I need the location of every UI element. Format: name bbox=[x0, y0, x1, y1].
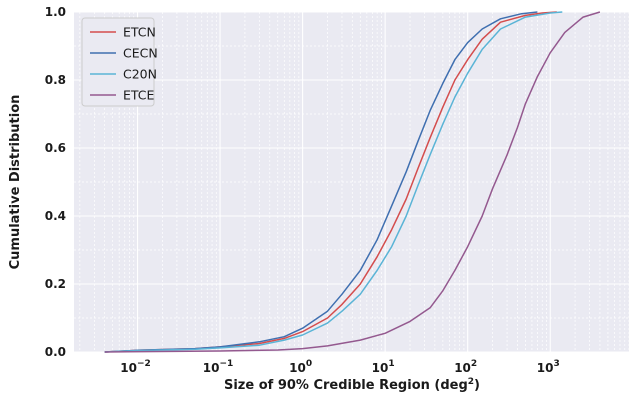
x-axis-title: Size of 90% Credible Region (deg2) bbox=[224, 377, 480, 393]
y-tick-label: 0.4 bbox=[45, 209, 66, 223]
legend-label-cecn: CECN bbox=[123, 46, 158, 61]
series-line-cecn bbox=[104, 11, 538, 353]
x-tick-label: 100 bbox=[289, 359, 312, 375]
y-tick-label: 0.8 bbox=[45, 73, 66, 87]
y-tick-label: 0.0 bbox=[45, 345, 66, 359]
y-tick-labels: 0.0 0.2 0.4 0.6 0.8 1.0 bbox=[45, 5, 66, 359]
series-line-c20n bbox=[104, 11, 563, 353]
y-tick-label: 0.2 bbox=[45, 277, 66, 291]
x-tick-label: 101 bbox=[372, 359, 395, 375]
y-tick-label: 0.6 bbox=[45, 141, 66, 155]
x-tick-label: 10−1 bbox=[203, 359, 234, 375]
x-tick-label: 10−2 bbox=[120, 359, 151, 375]
y-axis-title: Cumulative Distribution bbox=[8, 95, 23, 270]
x-tick-label: 102 bbox=[454, 359, 477, 375]
y-tick-label: 1.0 bbox=[45, 5, 66, 19]
legend-box bbox=[81, 17, 155, 107]
legend: ETCN CECN C20N ETCE bbox=[81, 17, 158, 107]
x-axis-title-superscript: 2 bbox=[468, 377, 474, 387]
x-tick-label: 103 bbox=[537, 359, 560, 375]
x-axis-title-main: Size of 90% Credible Region (deg bbox=[224, 378, 468, 393]
legend-label-c20n: C20N bbox=[123, 67, 157, 82]
x-tick-labels: 10−2 10−1 100 101 102 103 bbox=[120, 359, 559, 375]
x-axis-title-tail: ) bbox=[474, 378, 480, 393]
series-line-etce bbox=[104, 11, 601, 353]
series-line-etcn bbox=[104, 11, 557, 353]
legend-label-etce: ETCE bbox=[123, 88, 155, 103]
series-lines bbox=[104, 11, 601, 353]
legend-label-etcn: ETCN bbox=[123, 25, 156, 40]
